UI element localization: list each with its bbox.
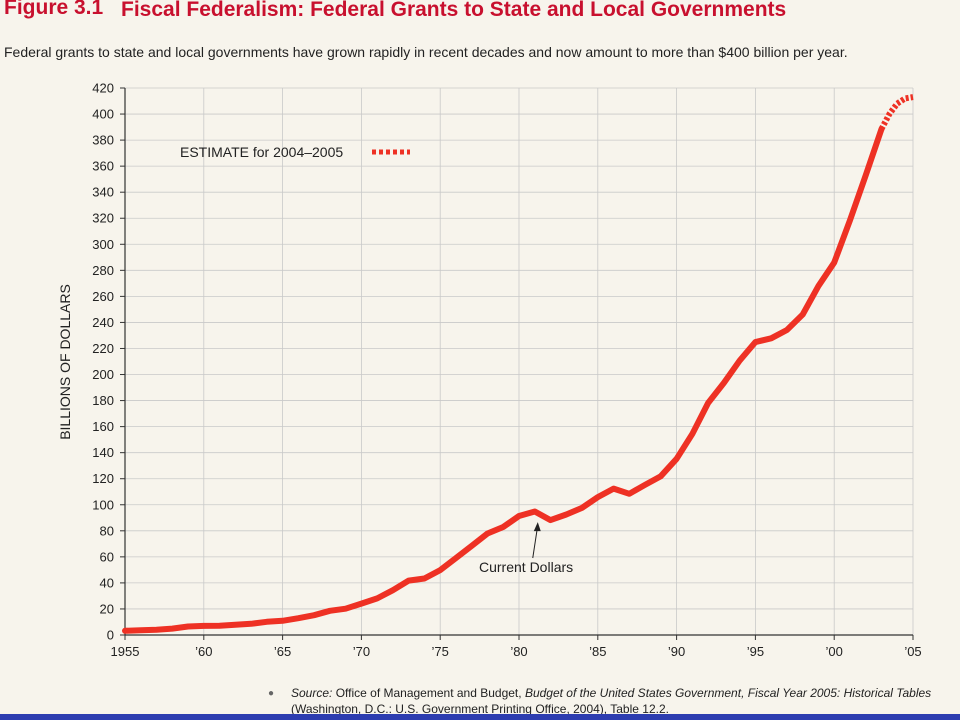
source-title: Budget of the United States Government, … — [524, 686, 932, 700]
figure-title: Fiscal Federalism: Federal Grants to Sta… — [121, 0, 787, 21]
y-tick-label: 200 — [92, 367, 114, 382]
y-tick-label: 160 — [92, 419, 114, 434]
x-tick-label: ’60 — [195, 644, 212, 659]
y-tick-label: 400 — [92, 107, 114, 122]
y-tick-label: 140 — [92, 445, 114, 460]
y-tick-label: 240 — [92, 315, 114, 330]
y-tick-label: 260 — [92, 289, 114, 304]
x-tick-label: ’90 — [668, 644, 685, 659]
source-text-1: Office of Management and Budget, — [332, 686, 525, 700]
y-tick-label: 420 — [92, 81, 114, 96]
y-tick-label: 340 — [92, 185, 114, 200]
y-tick-label: 20 — [100, 601, 114, 616]
figure-number: Figure 3.1 — [4, 0, 104, 19]
y-tick-label: 40 — [100, 575, 114, 590]
current-dollars-series-line — [122, 126, 885, 634]
source-note: Source: Office of Management and Budget,… — [291, 685, 956, 717]
x-tick-label: ’70 — [353, 644, 370, 659]
estimate-series-line — [878, 94, 914, 131]
y-tick-label: 320 — [92, 211, 114, 226]
y-tick-label: 300 — [92, 237, 114, 252]
y-tick-label: 80 — [100, 523, 114, 538]
estimate-legend-label: ESTIMATE for 2004–2005 — [180, 144, 343, 160]
x-tick-label: ’75 — [432, 644, 449, 659]
y-tick-label: 220 — [92, 341, 114, 356]
source-label: Source: — [291, 686, 333, 700]
bottom-bar — [0, 714, 960, 720]
x-tick-label: ’85 — [589, 644, 606, 659]
x-tick-label: ’65 — [274, 644, 291, 659]
figure-subtitle: Federal grants to state and local govern… — [4, 44, 848, 60]
x-tick-label: ’95 — [747, 644, 764, 659]
x-tick-label: 1955 — [111, 644, 140, 659]
x-tick-label: ’80 — [510, 644, 527, 659]
y-tick-label: 180 — [92, 393, 114, 408]
y-axis-label: BILLIONS OF DOLLARS — [57, 284, 73, 440]
bullet-icon: ● — [268, 688, 275, 699]
y-tick-label: 360 — [92, 159, 114, 174]
x-tick-label: ’05 — [904, 644, 921, 659]
y-tick-label: 60 — [100, 549, 114, 564]
y-tick-label: 380 — [92, 133, 114, 148]
annotation-arrow-head — [533, 522, 541, 532]
source-text-2: (Washington, D.C.: U.S. Government Print… — [291, 702, 669, 716]
figure-header: Figure 3.1 Fiscal Federalism: Federal Gr… — [0, 0, 960, 36]
x-tick-label: ’00 — [826, 644, 843, 659]
current-dollars-label: Current Dollars — [479, 559, 573, 575]
y-tick-label: 100 — [92, 497, 114, 512]
y-tick-label: 120 — [92, 471, 114, 486]
y-tick-label: 280 — [92, 263, 114, 278]
y-tick-label: 0 — [107, 628, 114, 643]
